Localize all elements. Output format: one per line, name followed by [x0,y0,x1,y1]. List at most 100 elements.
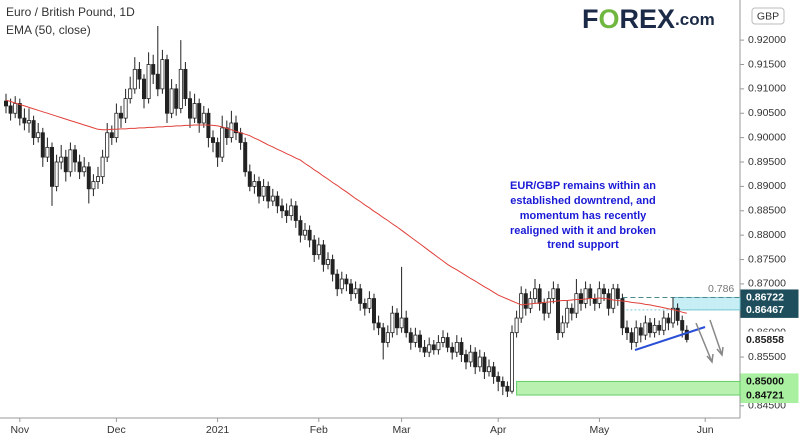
candle-body [542,303,547,314]
candle-body [482,356,487,373]
candle-body [569,307,574,314]
candle-body [100,156,105,178]
candle-body [50,146,55,187]
candle-body [560,322,565,334]
x-tick-label: Apr [490,424,507,436]
candle-body [17,103,22,119]
support-zone [516,380,741,396]
candle-body [59,156,64,163]
candle-body [519,293,524,319]
candle-body [468,351,473,363]
candle-body [638,327,643,336]
candle-body [675,307,680,321]
candle-body [602,288,607,295]
candle-body [321,244,326,265]
candle-body [4,100,9,107]
arrow-head [716,346,724,357]
annotation-line: EUR/GBP remains within an [510,180,656,192]
candle-body [31,120,36,139]
candle-body [68,149,73,173]
candle-body [233,122,238,134]
candle-body [486,366,491,373]
candle-body [615,288,620,299]
trendline [634,326,706,351]
candle-body [289,205,294,217]
candle-body [146,64,151,100]
candle-body [574,293,579,314]
candle-body [505,385,510,392]
candle-body [325,259,330,265]
candle-body [473,351,478,368]
candle-body [183,68,188,100]
candle-body [477,356,482,368]
arrow [709,319,723,356]
candle-body [45,146,50,158]
candle-body [26,120,31,124]
logo-part: REX [620,4,676,34]
y-tick-label: 0.90000 [748,131,786,143]
candle-body [335,273,340,290]
candle-body [546,298,551,314]
candle-body [680,320,685,331]
candle-body [123,98,128,119]
currency-box [751,7,785,25]
candle-body [440,337,445,343]
candle-body [210,137,215,143]
candle-body [362,303,367,309]
fib-label: 0.786 [708,283,734,295]
x-tick-label: Nov [10,424,29,436]
candle-body [634,327,639,343]
y-tick-label: 0.85500 [748,351,786,363]
y-tick-label: 0.89500 [748,156,786,168]
candle-body [22,117,27,124]
annotation-line: realigned with it and broken [510,225,656,237]
candle-body [201,112,206,124]
candle-body [597,288,602,304]
candle-body [666,317,671,324]
y-tick-label: 0.92000 [748,34,786,46]
drawings [634,319,724,364]
candle-body [454,342,459,353]
candle-body [358,288,363,304]
x-tick-label: 2021 [206,424,230,436]
candle-body [293,205,298,221]
candle-body [119,112,124,119]
candle-body [459,342,464,356]
y-tick-label: 0.91500 [748,58,786,70]
candle-body [220,127,225,158]
candle-body [312,239,317,256]
candle-body [279,205,284,212]
resistance-tag: 0.86467 [746,304,784,316]
candle-body [252,181,257,187]
candle-body [174,88,179,109]
arrow [695,322,713,363]
candle-body [54,161,59,187]
candle-body [427,344,432,353]
candle-body [625,327,630,334]
candle-body [73,149,78,163]
annotation-line: momentum has recently [520,210,647,222]
candle-body [36,132,41,139]
candle-body [399,317,404,329]
x-tick-label: Mar [393,424,412,436]
y-tick-label: 0.88000 [748,229,786,241]
candle-body [224,127,229,139]
candle-body [141,78,146,100]
y-tick-label: 0.87000 [748,278,786,290]
candle-body [496,376,501,382]
plot-area: 0.786 [4,25,741,398]
candle-body [500,381,505,387]
y-tick-label: 0.90500 [748,107,786,119]
candle-body [164,59,169,114]
candle-body [344,278,349,285]
annotation-line: trend support [547,239,619,251]
candle-body [371,298,376,324]
candle-body [611,288,616,309]
candle-body [91,181,96,190]
candle-body [215,142,220,158]
candle-body [40,132,45,158]
candle-body [270,195,275,202]
candle-body [579,293,584,304]
candle-body [385,332,390,343]
